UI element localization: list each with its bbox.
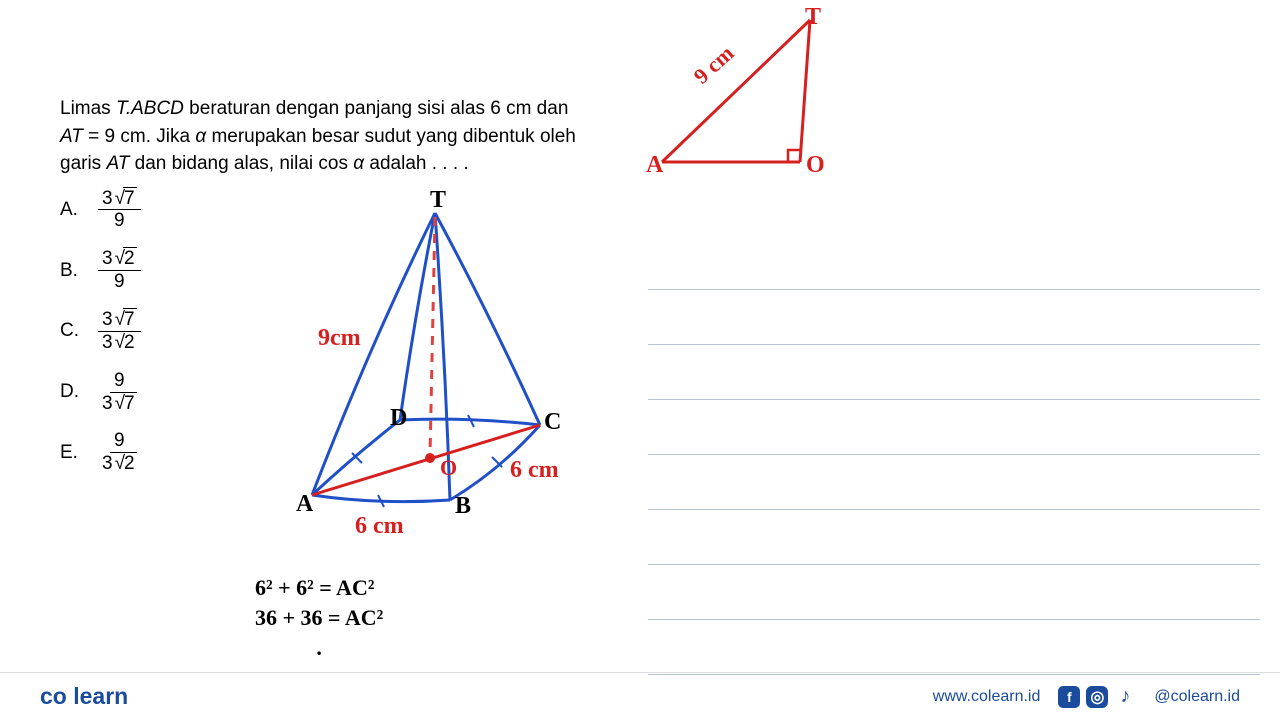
footer-right: www.colearn.id f ◎ ♪ @colearn.id xyxy=(933,686,1240,708)
notebook-line xyxy=(648,235,1260,290)
tiktok-icon: ♪ xyxy=(1114,686,1136,708)
option-fraction: 9 32 xyxy=(98,430,141,475)
edge-at-length: 9cm xyxy=(318,325,361,352)
vertex-b-label: B xyxy=(455,493,471,520)
option-fraction: 37 32 xyxy=(98,309,141,354)
notebook-line xyxy=(648,620,1260,675)
question-text: Limas T.ABCD beraturan dengan panjang si… xyxy=(60,95,580,178)
option-letter: E. xyxy=(60,442,82,464)
notebook-line xyxy=(648,400,1260,455)
notebook-line xyxy=(648,510,1260,565)
option-fraction: 32 9 xyxy=(98,248,141,293)
option-letter: D. xyxy=(60,381,82,403)
option-fraction: 9 37 xyxy=(98,370,141,415)
option-letter: B. xyxy=(60,260,82,282)
footer: co learn www.colearn.id f ◎ ♪ @colearn.i… xyxy=(0,672,1280,720)
triangle-t-label: T xyxy=(805,4,821,31)
footer-handle: @colearn.id xyxy=(1154,688,1240,706)
working-steps: 6² + 6² = AC² 36 + 36 = AC² . xyxy=(255,575,383,665)
notebook-line xyxy=(648,565,1260,620)
social-icons: f ◎ ♪ xyxy=(1058,686,1136,708)
pyramid-diagram: T A B C D O 9cm 6 cm 6 cm xyxy=(260,195,590,595)
triangle-a-label: A xyxy=(646,152,663,179)
vertex-t-label: T xyxy=(430,187,446,214)
triangle-svg: 9 cm xyxy=(640,10,860,200)
vertex-c-label: C xyxy=(544,409,561,436)
option-fraction: 37 9 xyxy=(98,188,141,233)
working-line-1: 6² + 6² = AC² xyxy=(255,575,383,601)
vertex-a-label: A xyxy=(296,491,313,518)
footer-url: www.colearn.id xyxy=(933,688,1041,706)
instagram-icon: ◎ xyxy=(1086,686,1108,708)
notebook-line xyxy=(648,455,1260,510)
working-dot: . xyxy=(255,635,383,661)
footer-logo: co learn xyxy=(40,683,128,710)
vertex-o-label: O xyxy=(440,455,457,481)
edge-bc-length: 6 cm xyxy=(510,457,559,484)
notebook-line xyxy=(648,345,1260,400)
working-line-2: 36 + 36 = AC² xyxy=(255,605,383,631)
option-letter: C. xyxy=(60,320,82,342)
notebook-line xyxy=(648,290,1260,345)
option-letter: A. xyxy=(60,199,82,221)
vertex-d-label: D xyxy=(390,405,407,432)
triangle-hyp-label: 9 cm xyxy=(689,40,739,88)
facebook-icon: f xyxy=(1058,686,1080,708)
triangle-o-label: O xyxy=(806,152,825,179)
notebook-lines xyxy=(648,235,1260,675)
edge-ab-length: 6 cm xyxy=(355,513,404,540)
